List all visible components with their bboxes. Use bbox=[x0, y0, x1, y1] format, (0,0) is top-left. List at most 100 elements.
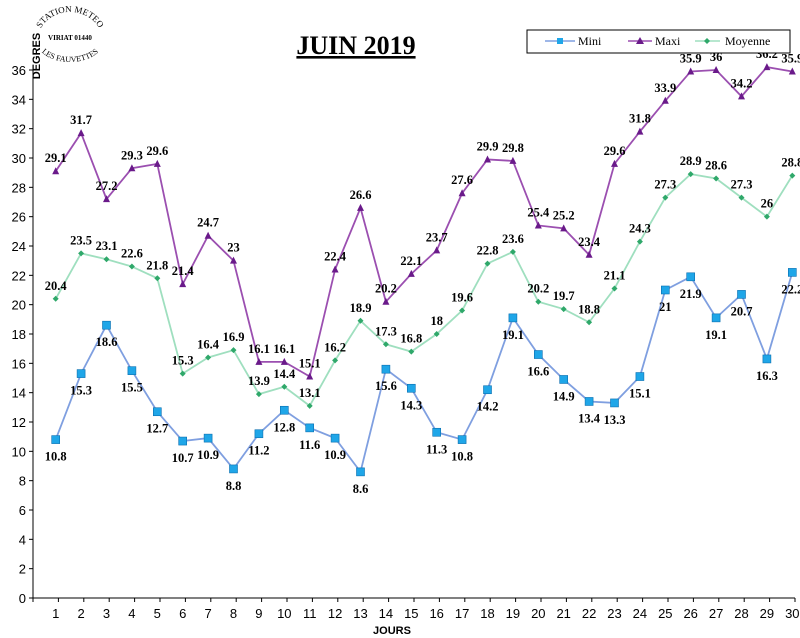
point-maxi bbox=[763, 63, 771, 71]
y-tick-label: 8 bbox=[19, 474, 26, 489]
point-mini bbox=[457, 435, 467, 444]
point-mini bbox=[432, 427, 442, 437]
data-label-moyenne: 21.1 bbox=[604, 269, 626, 283]
x-tick-label: 15 bbox=[404, 606, 418, 621]
data-label-moyenne: 22.6 bbox=[121, 247, 143, 261]
y-tick-label: 14 bbox=[12, 386, 26, 401]
point-moyenne bbox=[103, 256, 110, 263]
data-label-maxi: 16.1 bbox=[273, 342, 295, 356]
point-moyenne bbox=[459, 307, 466, 314]
data-label-maxi: 22.1 bbox=[400, 254, 422, 268]
x-tick-label: 20 bbox=[531, 606, 545, 621]
point-maxi bbox=[407, 269, 415, 277]
data-label-moyenne: 17.3 bbox=[375, 324, 397, 338]
point-moyenne bbox=[713, 175, 720, 182]
logo-text-bottom: LES FAUVETTES bbox=[40, 47, 100, 62]
data-label-maxi: 26.6 bbox=[350, 188, 372, 202]
point-maxi bbox=[331, 265, 339, 273]
x-tick-label: 30 bbox=[785, 606, 799, 621]
point-maxi bbox=[179, 280, 187, 288]
data-label-moyenne: 27.3 bbox=[731, 178, 753, 192]
x-tick-label: 23 bbox=[607, 606, 621, 621]
legend-moyenne-marker bbox=[704, 38, 710, 44]
data-label-moyenne: 19.7 bbox=[553, 289, 575, 303]
point-mini bbox=[381, 364, 391, 374]
point-mini bbox=[508, 313, 518, 323]
point-mini bbox=[305, 423, 315, 433]
data-label-mini: 13.3 bbox=[604, 413, 626, 427]
data-label-moyenne: 20.4 bbox=[45, 279, 68, 293]
point-mini bbox=[584, 397, 594, 406]
legend: Mini Maxi Moyenne bbox=[526, 29, 791, 54]
x-tick-label: 16 bbox=[429, 606, 443, 621]
x-tick-label: 5 bbox=[154, 606, 161, 621]
y-tick-label: 22 bbox=[12, 268, 26, 283]
point-mini bbox=[153, 407, 162, 417]
svg-text:LES FAUVETTES: LES FAUVETTES bbox=[40, 47, 100, 62]
point-maxi bbox=[738, 92, 745, 100]
point-maxi bbox=[509, 156, 517, 164]
data-label-mini: 14.2 bbox=[477, 400, 499, 414]
data-label-maxi: 25.2 bbox=[553, 208, 575, 222]
data-label-mini: 15.3 bbox=[70, 384, 92, 398]
x-axis-label: JOURS bbox=[373, 625, 411, 637]
data-label-maxi: 24.7 bbox=[197, 216, 219, 230]
data-label-maxi: 15.1 bbox=[299, 357, 321, 371]
x-tick-label: 6 bbox=[179, 606, 186, 621]
legend-mini-label: Mini bbox=[578, 34, 602, 48]
y-tick-label: 28 bbox=[12, 180, 26, 195]
point-moyenne bbox=[509, 248, 516, 255]
y-tick-label: 24 bbox=[12, 239, 26, 254]
data-label-mini: 15.5 bbox=[121, 381, 143, 395]
point-mini bbox=[483, 385, 492, 395]
data-label-maxi: 29.6 bbox=[604, 144, 626, 158]
point-mini bbox=[203, 433, 213, 443]
point-mini bbox=[178, 436, 187, 446]
point-moyenne bbox=[281, 383, 288, 390]
data-label-mini: 22.2 bbox=[781, 282, 800, 296]
x-tick-label: 12 bbox=[328, 606, 342, 621]
point-mini bbox=[686, 272, 696, 282]
data-label-mini: 12.7 bbox=[146, 422, 168, 436]
legend-maxi-label: Maxi bbox=[655, 34, 681, 48]
point-moyenne bbox=[687, 171, 694, 178]
data-label-maxi: 31.8 bbox=[629, 112, 651, 126]
series-line-moyenne bbox=[54, 173, 794, 408]
data-label-mini: 20.7 bbox=[731, 304, 753, 318]
x-tick-label: 8 bbox=[230, 606, 237, 621]
point-moyenne bbox=[586, 319, 593, 326]
data-label-mini: 11.2 bbox=[248, 444, 269, 458]
data-label-mini: 12.8 bbox=[273, 420, 295, 434]
data-label-moyenne: 14.4 bbox=[273, 367, 296, 381]
point-mini bbox=[406, 383, 416, 393]
point-maxi bbox=[661, 96, 669, 104]
point-moyenne bbox=[179, 370, 186, 377]
point-mini bbox=[711, 313, 721, 323]
chart-title: JUIN 2019 bbox=[296, 31, 415, 60]
point-moyenne bbox=[789, 172, 796, 179]
y-tick-label: 34 bbox=[12, 92, 26, 107]
point-moyenne bbox=[662, 194, 669, 201]
logo-text-top: STATION METEO bbox=[34, 4, 106, 30]
point-mini bbox=[76, 369, 86, 378]
point-maxi bbox=[788, 67, 796, 75]
data-label-mini: 10.9 bbox=[197, 448, 219, 462]
data-label-moyenne: 23.5 bbox=[70, 233, 92, 247]
data-label-moyenne: 15.3 bbox=[172, 354, 194, 368]
y-tick-label: 32 bbox=[12, 122, 26, 137]
data-label-maxi: 20.2 bbox=[375, 282, 397, 296]
point-mini bbox=[762, 354, 772, 364]
y-tick-label: 18 bbox=[12, 327, 26, 342]
data-label-maxi: 29.3 bbox=[121, 148, 143, 162]
data-label-moyenne: 13.9 bbox=[248, 374, 270, 388]
data-label-moyenne: 18.9 bbox=[350, 301, 372, 315]
data-label-mini: 16.3 bbox=[756, 369, 778, 383]
data-label-moyenne: 28.6 bbox=[705, 159, 727, 173]
point-moyenne bbox=[78, 250, 85, 257]
x-tick-label: 17 bbox=[455, 606, 469, 621]
x-tick-label: 19 bbox=[506, 606, 520, 621]
data-label-moyenne: 22.8 bbox=[477, 244, 499, 258]
point-mini bbox=[229, 464, 238, 474]
x-tick-label: 29 bbox=[760, 606, 774, 621]
